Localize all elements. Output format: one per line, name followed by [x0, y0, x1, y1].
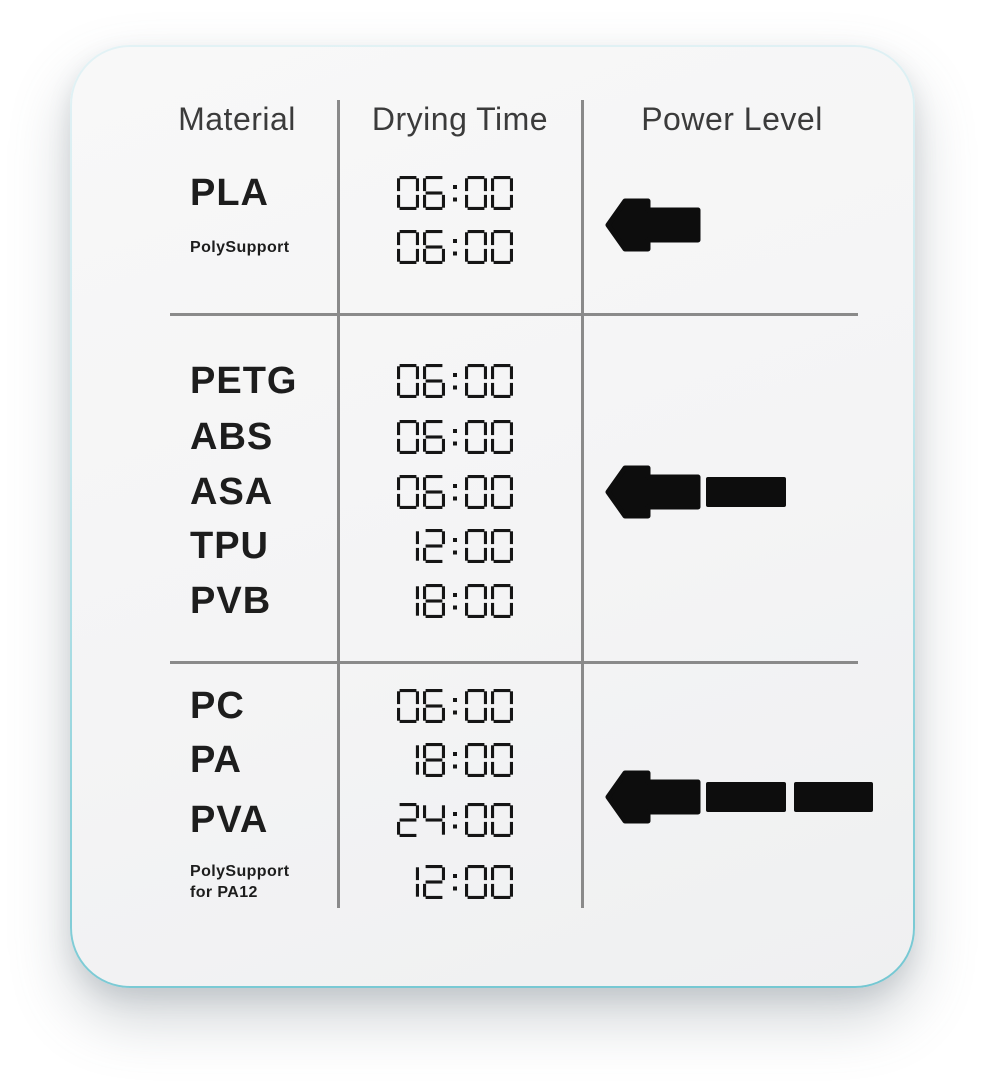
drying-time-display [345, 689, 565, 723]
material-label: TPU [190, 525, 269, 567]
seven-segment-digit [423, 689, 445, 723]
drying-time-display [345, 803, 565, 837]
column-header-material: Material [178, 101, 296, 137]
power-level-indicator [605, 769, 876, 825]
drying-settings-card: Material Drying Time Power Level PLA Poly… [70, 45, 915, 988]
seven-segment-digit [465, 743, 487, 777]
power-level-indicator [605, 197, 701, 253]
power-level-arrow-icon [605, 770, 873, 824]
material-label: PVA [190, 799, 269, 841]
seven-segment-digit [465, 230, 487, 264]
group-divider-1 [170, 313, 858, 316]
seven-segment-digit [491, 689, 513, 723]
group-divider-2 [170, 661, 858, 664]
seven-segment-digit [423, 584, 445, 618]
seven-segment-digit [465, 865, 487, 899]
seven-segment-digit [491, 529, 513, 563]
material-label: ASA [190, 471, 274, 513]
seven-segment-digit [423, 743, 445, 777]
drying-time-display [345, 230, 565, 264]
colon-glyph [453, 185, 457, 202]
seven-segment-digit [423, 230, 445, 264]
material-label: PC [190, 685, 245, 727]
seven-segment-digit [491, 475, 513, 509]
material-label: PLA [190, 172, 269, 214]
seven-segment-digit [491, 176, 513, 210]
seven-segment-digit [397, 364, 419, 398]
seven-segment-digit [415, 531, 419, 561]
seven-segment-digit [397, 803, 419, 837]
seven-segment-digit [423, 529, 445, 563]
colon-glyph [453, 698, 457, 715]
column-divider-1 [337, 100, 340, 908]
seven-segment-digit [423, 364, 445, 398]
seven-segment-digit [465, 803, 487, 837]
seven-segment-digit [465, 176, 487, 210]
colon-glyph [453, 752, 457, 769]
seven-segment-digit [397, 420, 419, 454]
colon-glyph [453, 874, 457, 891]
drying-time-display [345, 743, 565, 777]
seven-segment-digit [423, 420, 445, 454]
drying-time-display [345, 420, 565, 454]
seven-segment-digit [415, 745, 419, 775]
seven-segment-digit [491, 743, 513, 777]
colon-glyph [453, 429, 457, 446]
seven-segment-digit [465, 475, 487, 509]
material-label: PolySupport for PA12 [190, 863, 290, 901]
seven-segment-digit [465, 420, 487, 454]
material-label: PETG [190, 360, 298, 402]
drying-time-display [345, 865, 565, 899]
seven-segment-digit [423, 176, 445, 210]
seven-segment-digit [465, 584, 487, 618]
power-level-arrow-icon [605, 465, 786, 519]
colon-glyph [453, 812, 457, 829]
seven-segment-digit [423, 475, 445, 509]
drying-time-display [345, 364, 565, 398]
colon-glyph [453, 538, 457, 555]
seven-segment-digit [397, 689, 419, 723]
seven-segment-digit [491, 420, 513, 454]
seven-segment-digit [423, 805, 445, 835]
seven-segment-digit [491, 584, 513, 618]
seven-segment-digit [491, 230, 513, 264]
drying-time-display [345, 584, 565, 618]
colon-glyph [453, 239, 457, 256]
seven-segment-digit [491, 865, 513, 899]
colon-glyph [453, 373, 457, 390]
seven-segment-digit [491, 364, 513, 398]
seven-segment-digit [415, 586, 419, 616]
column-header-power-level: Power Level [641, 101, 823, 137]
drying-time-display [345, 475, 565, 509]
colon-glyph [453, 484, 457, 501]
seven-segment-digit [465, 689, 487, 723]
material-label: PA [190, 739, 242, 781]
drying-time-display [345, 176, 565, 210]
column-header-drying-time: Drying Time [371, 101, 549, 137]
seven-segment-digit [397, 230, 419, 264]
power-level-indicator [605, 464, 789, 520]
material-label: PVB [190, 580, 272, 622]
seven-segment-digit [397, 475, 419, 509]
seven-segment-digit [465, 529, 487, 563]
seven-segment-digit [491, 803, 513, 837]
material-label: ABS [190, 416, 274, 458]
seven-segment-digit [415, 867, 419, 897]
seven-segment-digit [423, 865, 445, 899]
material-label: PolySupport [190, 238, 290, 256]
colon-glyph [453, 593, 457, 610]
column-divider-2 [581, 100, 584, 908]
power-level-arrow-icon [605, 198, 701, 252]
seven-segment-digit [465, 364, 487, 398]
drying-time-display [345, 529, 565, 563]
seven-segment-digit [397, 176, 419, 210]
